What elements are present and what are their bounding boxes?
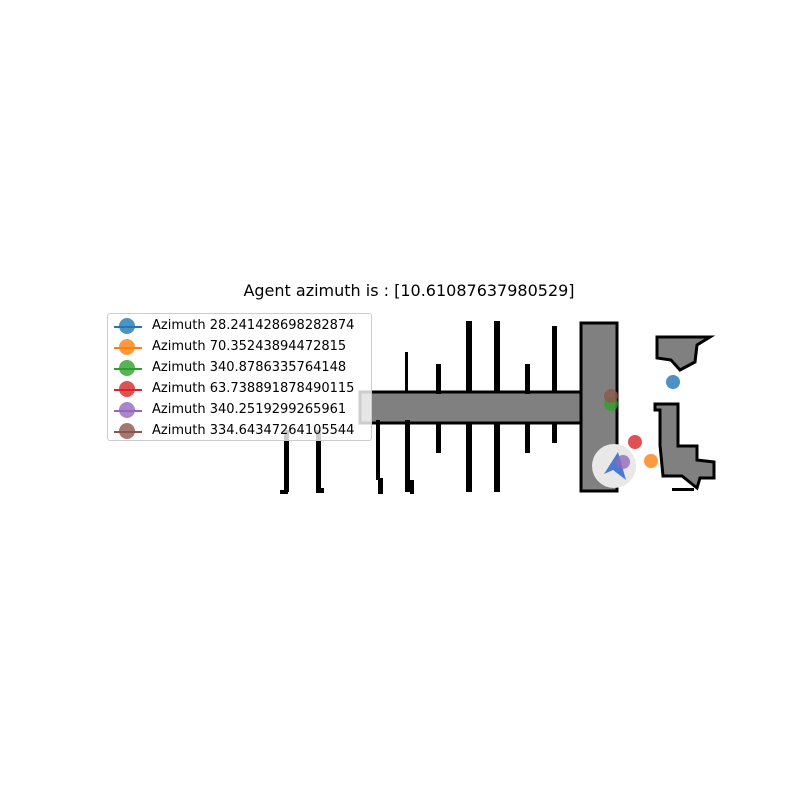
agent-arrow-icon <box>604 452 626 480</box>
wall-strip <box>280 490 288 494</box>
legend-item: Azimuth 340.8786335764148 <box>108 358 371 378</box>
azimuth-marker-2 <box>644 454 658 468</box>
wall-strip <box>466 423 472 492</box>
wall-strip <box>436 423 441 453</box>
legend-label: Azimuth 340.8786335764148 <box>152 360 347 375</box>
corridor-floor <box>358 390 584 425</box>
wall-strip <box>378 478 383 494</box>
wall-strip <box>552 423 557 443</box>
legend-label: Azimuth 28.241428698282874 <box>152 318 355 333</box>
azimuth-marker-4 <box>628 435 642 449</box>
legend-item: Azimuth 70.35243894472815 <box>108 337 371 357</box>
wall-strip <box>525 364 530 394</box>
wall-strip <box>466 321 472 392</box>
azimuth-marker-1 <box>666 375 680 389</box>
legend-marker <box>119 402 135 418</box>
wall-strip <box>284 430 289 492</box>
legend: Azimuth 28.241428698282874 Azimuth 70.35… <box>107 313 372 441</box>
legend-label: Azimuth 63.738891878490115 <box>152 381 355 396</box>
azimuth-marker-6 <box>604 389 618 403</box>
wall-strip <box>436 364 441 394</box>
legend-label: Azimuth 334.64347264105544 <box>152 423 355 438</box>
wall-strip <box>525 423 530 453</box>
legend-item: Azimuth 334.64347264105544 <box>108 421 371 441</box>
legend-marker <box>119 423 135 439</box>
wall-strip <box>405 352 408 392</box>
legend-item: Azimuth 63.738891878490115 <box>108 379 371 399</box>
wall-strip <box>552 326 557 392</box>
wall-strip <box>316 430 321 492</box>
wall-strip <box>494 321 500 392</box>
wall-strip <box>672 488 694 491</box>
lower-right-room <box>653 402 716 491</box>
wall-strip <box>405 420 410 492</box>
legend-item: Azimuth 28.241428698282874 <box>108 316 371 336</box>
wall-strip <box>376 420 380 480</box>
wall-strip <box>494 423 500 492</box>
map-title: Agent azimuth is : [10.61087637980529] <box>243 281 575 300</box>
room-walls <box>280 321 557 494</box>
wall-strip <box>316 488 324 493</box>
legend-item: Azimuth 340.2519299265961 <box>108 400 371 420</box>
legend-label: Azimuth 340.2519299265961 <box>152 402 347 417</box>
upper-right-room <box>655 335 716 372</box>
legend-marker <box>119 318 135 334</box>
legend-marker <box>119 360 135 376</box>
azimuth-marker-5 <box>616 455 630 469</box>
legend-marker <box>119 339 135 355</box>
legend-label: Azimuth 70.35243894472815 <box>152 339 347 354</box>
legend-marker <box>119 381 135 397</box>
wall-strip <box>410 480 414 494</box>
